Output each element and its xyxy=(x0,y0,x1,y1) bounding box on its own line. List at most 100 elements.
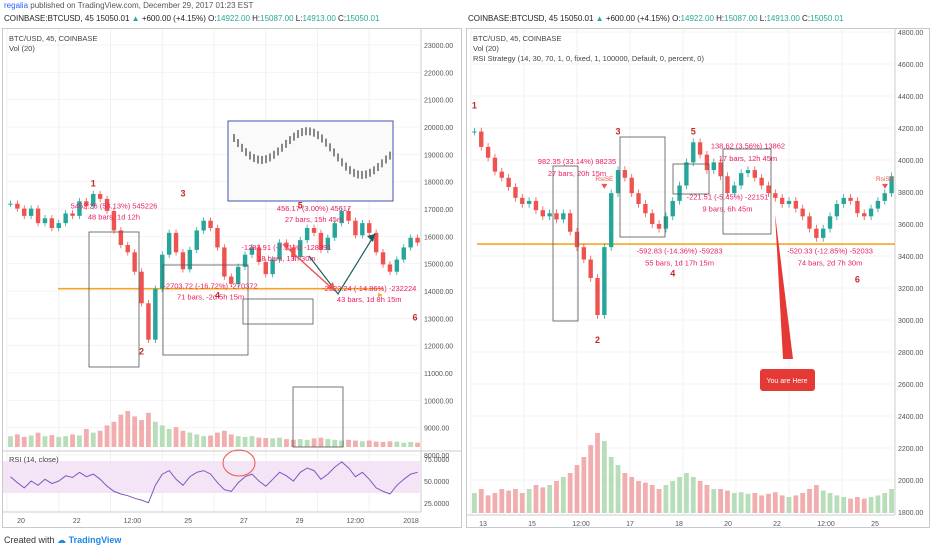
left-change: +600.00 (+4.15%) xyxy=(141,14,206,23)
inset-candle xyxy=(281,143,283,152)
volume-bar xyxy=(49,435,55,447)
candle-body xyxy=(367,223,372,233)
left-low: 14913.00 xyxy=(302,14,336,23)
inset-candle xyxy=(245,148,247,157)
candle-body xyxy=(194,230,199,250)
volume-bar xyxy=(228,434,234,447)
inset-candle xyxy=(249,151,251,160)
candle-body xyxy=(711,162,716,171)
x-tick-label: 27 xyxy=(240,518,248,525)
volume-bar xyxy=(201,436,207,447)
candle-body xyxy=(540,210,545,217)
y-tick-label: 18000.00 xyxy=(424,180,453,187)
measure-box xyxy=(619,136,666,238)
candle-body xyxy=(602,247,607,316)
signal-arrow-icon xyxy=(601,183,608,189)
wave-label: 2 xyxy=(595,335,600,345)
y-tick-label: 4400.00 xyxy=(898,94,923,101)
wave-label: 1 xyxy=(91,179,96,189)
candle-body xyxy=(111,211,117,231)
candle-body xyxy=(663,216,669,229)
inset-candle xyxy=(293,132,295,141)
candle-body xyxy=(284,242,289,248)
volume-bar xyxy=(834,495,840,513)
volume-bar xyxy=(332,439,338,447)
volume-bar xyxy=(793,495,799,513)
candle-body xyxy=(118,230,124,245)
y-tick-label: 3200.00 xyxy=(898,286,923,293)
right-open: 14922.00 xyxy=(680,14,714,23)
volume-bar xyxy=(629,477,635,513)
tradingview-brand[interactable]: TradingView xyxy=(68,535,122,545)
c-label: C: xyxy=(338,14,347,23)
measure-annotation: 17 bars, 12h 45m xyxy=(719,154,777,163)
measure-annotation: 456.17 (3.00%) 45617 xyxy=(277,204,351,213)
volume-bar xyxy=(318,437,324,447)
candle-body xyxy=(249,247,255,255)
candle-body xyxy=(215,228,220,248)
candle-body xyxy=(718,162,723,177)
volume-bar xyxy=(277,437,282,447)
volume-bar xyxy=(547,485,553,513)
l-label: L: xyxy=(295,14,303,23)
volume-bar xyxy=(104,425,110,447)
measure-annotation: 18 bars, 13h 30m xyxy=(257,254,315,263)
volume-bar xyxy=(779,495,785,513)
candle-body xyxy=(22,208,27,216)
left-chart-svg[interactable]: 23000.0022000.0021000.0020000.0019000.00… xyxy=(3,29,461,527)
rsi-tick-label: 75.0000 xyxy=(424,457,449,464)
candle-body xyxy=(263,262,268,275)
candle-body xyxy=(35,208,41,224)
candle-body xyxy=(725,176,730,194)
measure-annotation: 27 bars, 20h 15m xyxy=(548,169,606,178)
left-chart-panel[interactable]: 23000.00 22000.00 21000.00 20000.00 19000.00… xyxy=(2,28,462,528)
arrow-head-icon xyxy=(327,282,335,291)
candle-body xyxy=(848,197,853,201)
y-tick-label: 4600.00 xyxy=(898,62,923,69)
volume-bar xyxy=(841,497,847,513)
inset-candle xyxy=(285,139,287,148)
left-symbol[interactable]: COINBASE:BTCUSD, 45 xyxy=(4,14,94,23)
candle-body xyxy=(28,208,34,216)
candle-body xyxy=(691,142,696,163)
candle-body xyxy=(242,254,248,267)
inset-candle xyxy=(269,153,271,162)
volume-bar xyxy=(622,473,628,513)
y-tick-label: 14000.00 xyxy=(424,289,453,296)
candle-body xyxy=(855,200,860,214)
right-chart-svg[interactable]: 4800.00 4600.00 4400.00 4200.00 4000.00 3800.… xyxy=(467,29,929,528)
volume-bar xyxy=(139,420,144,447)
candle-body xyxy=(567,213,573,232)
inset-candle xyxy=(277,147,279,156)
candle-body xyxy=(387,264,393,272)
inset-candle xyxy=(381,159,383,168)
candle-body xyxy=(868,208,874,217)
wave-label: 5 xyxy=(691,127,696,137)
author-link[interactable]: regalia xyxy=(4,1,29,10)
candle-body xyxy=(346,211,351,221)
inset-candle xyxy=(241,143,243,152)
right-symbol-header: COINBASE:BTCUSD, 45 15050.01 ▲ +600.00 (… xyxy=(468,13,843,25)
x-tick-label: 12:00 xyxy=(347,518,365,525)
volume-bar xyxy=(513,489,518,513)
candle-body xyxy=(63,213,68,224)
volume-bar xyxy=(656,489,662,513)
candle-body xyxy=(408,237,413,248)
volume-bar xyxy=(567,473,573,513)
x-tick-label: 20 xyxy=(17,518,25,525)
x-tick-label: 17 xyxy=(626,521,634,527)
left-high: 15087.00 xyxy=(260,14,294,23)
x-tick-label: 15 xyxy=(528,521,536,527)
candle-body xyxy=(56,223,61,228)
right-chart-panel[interactable]: 4800.00 4600.00 4400.00 4200.00 4000.00 3800.… xyxy=(466,28,930,528)
candle-body xyxy=(146,303,151,340)
inset-candle xyxy=(333,148,335,157)
volume-bar xyxy=(401,442,407,447)
arrow-head-icon xyxy=(367,234,375,242)
volume-bar xyxy=(807,489,812,513)
measure-box xyxy=(88,231,140,368)
volume-bar xyxy=(731,493,737,513)
candle-body xyxy=(166,232,172,255)
right-symbol[interactable]: COINBASE:BTCUSD, 45 xyxy=(468,14,558,23)
inset-candle xyxy=(301,128,303,137)
